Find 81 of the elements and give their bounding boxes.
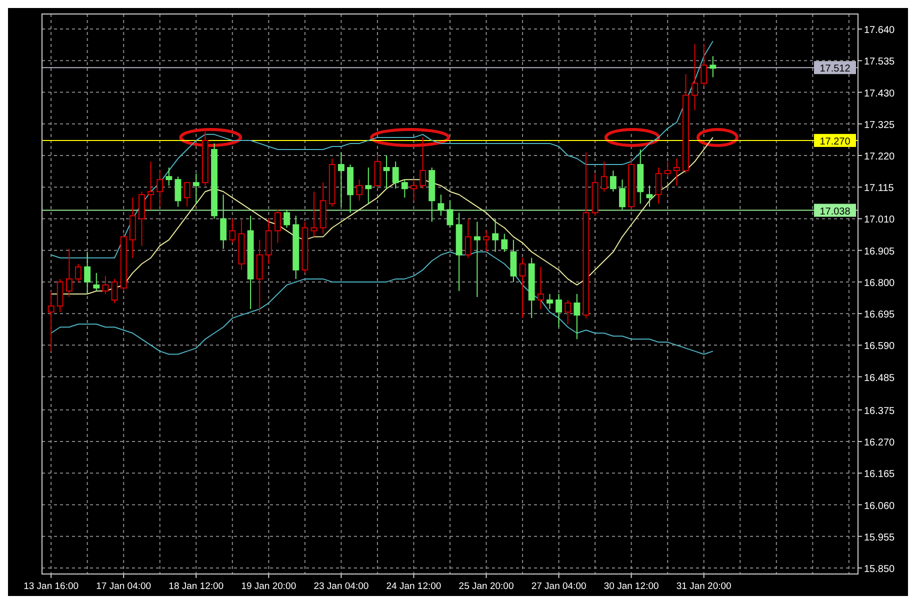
candlestick	[537, 266, 544, 310]
candlestick	[392, 161, 399, 190]
x-tick-label: 17 Jan 04:00	[96, 581, 152, 592]
y-tick-label: 17.535	[864, 56, 896, 68]
candlestick	[692, 44, 698, 111]
candlestick	[274, 209, 281, 244]
candlestick	[474, 221, 480, 298]
candlestick	[220, 194, 227, 250]
candlestick	[338, 152, 344, 208]
candlestick	[564, 300, 572, 325]
x-tick-label: 19 Jan 20:00	[241, 581, 296, 592]
candlestick	[664, 161, 671, 178]
ref-line-label: 17.512	[820, 64, 851, 75]
candlestick	[446, 200, 454, 228]
y-tick-label: 16.695	[864, 310, 896, 321]
candlestick	[619, 179, 626, 210]
candlestick	[365, 167, 372, 204]
y-tick-label: 15.850	[864, 564, 896, 575]
y-tick-label: 16.590	[864, 341, 896, 352]
candlestick	[519, 257, 526, 319]
candlestick	[48, 290, 54, 352]
candlestick	[610, 170, 616, 192]
x-tick-label: 31 Jan 20:00	[676, 581, 732, 592]
x-tick-label: 13 Jan 16:00	[24, 581, 79, 592]
candlestick	[84, 251, 91, 294]
y-tick-label: 16.060	[864, 500, 896, 512]
x-tick-label: 18 Jan 12:00	[168, 581, 224, 592]
candlestick	[75, 263, 82, 282]
x-tick-label: 24 Jan 12:00	[386, 581, 442, 592]
x-tick-label: 23 Jan 04:00	[314, 581, 369, 592]
y-tick-label: 16.905	[864, 246, 896, 258]
candlestick	[229, 218, 236, 244]
candlestick	[492, 218, 499, 252]
candlestick	[111, 278, 118, 304]
candlestick	[410, 179, 417, 202]
candlestick	[655, 167, 662, 204]
candlestick	[501, 233, 508, 252]
candlestick	[401, 179, 408, 198]
candlestick	[420, 136, 426, 190]
candlestick	[438, 194, 444, 216]
candlestick	[166, 167, 172, 186]
candlestick	[284, 209, 290, 228]
y-tick-label: 17.220	[864, 152, 896, 163]
y-tick-label: 16.270	[864, 438, 896, 449]
ref-line-label: 17.038	[820, 206, 851, 218]
candlestick	[102, 275, 109, 294]
y-tick-label: 16.485	[864, 372, 896, 384]
y-tick-label: 16.165	[864, 469, 896, 480]
y-tick-label: 15.955	[864, 532, 896, 544]
y-tick-label: 17.115	[864, 183, 894, 194]
y-tick-label: 17.010	[864, 214, 896, 226]
candlestick	[546, 294, 553, 310]
candlestick	[700, 44, 708, 87]
candlestick	[383, 155, 390, 190]
candlestick	[556, 294, 562, 328]
candlestick	[184, 182, 190, 208]
y-tick-label: 16.800	[864, 278, 896, 289]
candlestick	[710, 56, 716, 78]
line-series	[50, 40, 714, 258]
candlestick	[574, 294, 580, 340]
candlestick	[93, 272, 100, 292]
ref-line-label: 17.270	[820, 136, 851, 148]
x-tick-label: 30 Jan 12:00	[604, 581, 659, 592]
candlestick	[148, 161, 154, 210]
candlestick	[192, 173, 200, 204]
y-tick-label: 16.375	[864, 406, 896, 417]
candlestick	[600, 161, 608, 192]
candlestick	[673, 158, 680, 186]
candlestick	[174, 176, 182, 208]
candlestick	[156, 170, 164, 208]
candlestick	[356, 179, 363, 202]
y-tick-label: 17.430	[864, 88, 896, 100]
candlestick	[66, 248, 72, 298]
candlestick	[310, 191, 318, 238]
candlestick	[646, 185, 653, 208]
y-tick-label: 17.325	[864, 120, 896, 131]
candlestick	[464, 218, 472, 258]
y-tick-label: 17.640	[864, 25, 896, 36]
candlestick	[483, 230, 490, 252]
x-tick-label: 25 Jan 20:00	[458, 581, 514, 592]
x-tick-label: 27 Jan 04:00	[531, 581, 586, 592]
